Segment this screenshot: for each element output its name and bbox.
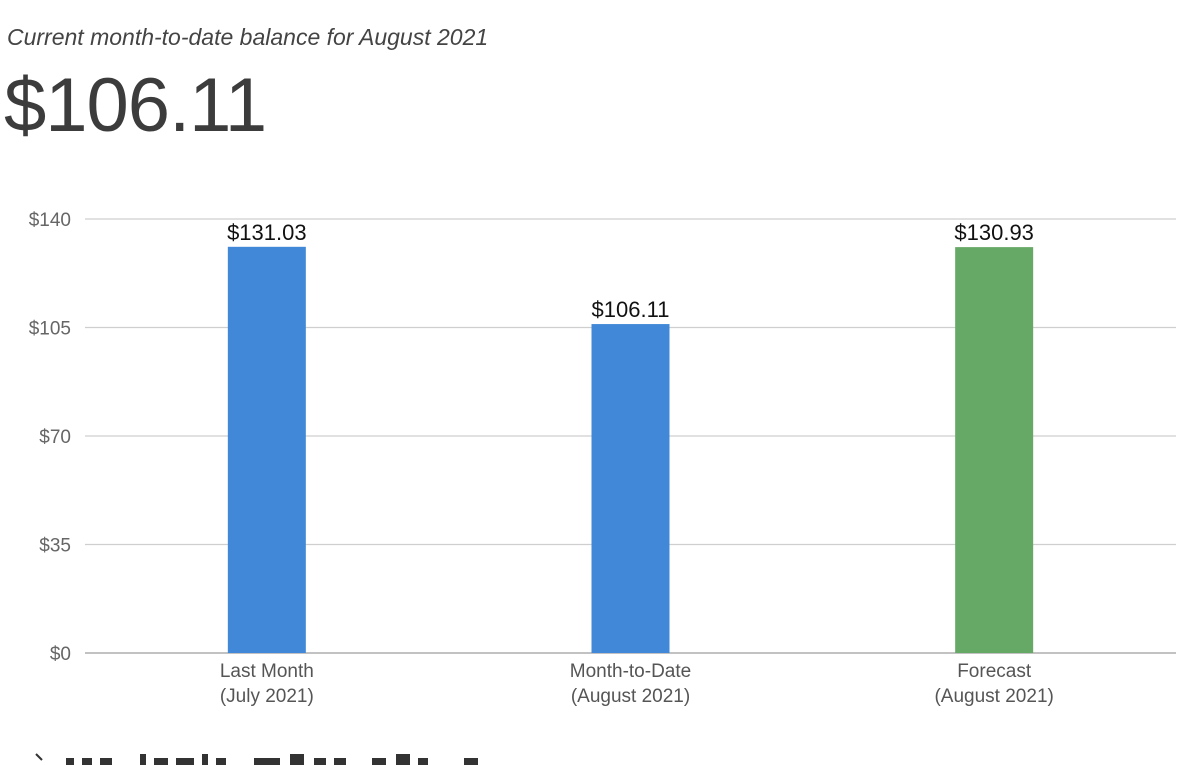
bar-data-label: $131.03 <box>227 220 307 245</box>
x-tick-label: (August 2021) <box>934 686 1053 707</box>
x-tick-label: Forecast <box>957 661 1032 682</box>
cut-off-footer-link <box>34 752 534 765</box>
bar-data-label: $130.93 <box>954 220 1034 245</box>
y-tick-label: $105 <box>29 319 71 340</box>
x-tick-label: (August 2021) <box>571 686 690 707</box>
balance-amount: $106.11 <box>4 63 267 148</box>
bar-data-label: $106.11 <box>592 297 670 322</box>
balance-subtitle: Current month-to-date balance for August… <box>7 24 489 50</box>
bar <box>955 247 1034 653</box>
y-tick-label: $35 <box>39 536 71 557</box>
y-tick-label: $140 <box>29 210 71 231</box>
bar <box>591 324 670 653</box>
x-tick-label: (July 2021) <box>220 686 314 707</box>
bar <box>227 246 306 653</box>
x-tick-label: Last Month <box>220 661 314 682</box>
x-tick-label: Month-to-Date <box>570 661 691 682</box>
y-tick-label: $0 <box>50 644 71 665</box>
y-tick-label: $70 <box>39 427 71 448</box>
